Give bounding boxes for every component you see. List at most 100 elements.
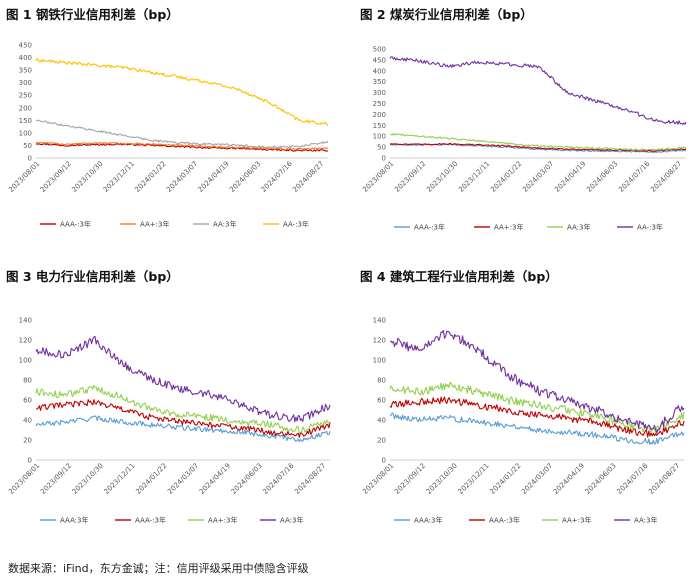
- legend-label: AA-:3年: [283, 220, 309, 229]
- x-tick-label: 2024/03/07: [521, 160, 555, 194]
- y-tick-label: 50: [377, 144, 386, 152]
- y-tick-label: 0: [28, 155, 32, 163]
- legend-label: AA:3年: [634, 516, 657, 525]
- x-tick-label: 2024/06/03: [230, 462, 264, 496]
- x-tick-label: 2023/10/30: [425, 462, 459, 496]
- y-tick-label: 100: [373, 357, 386, 365]
- y-tick-label: 150: [19, 117, 32, 125]
- y-tick-label: 140: [373, 317, 386, 325]
- x-tick-label: 2023/08/01: [361, 462, 395, 496]
- x-tick-label: 2024/06/03: [228, 160, 262, 194]
- series-line: [389, 142, 687, 152]
- y-tick-label: 350: [373, 78, 386, 86]
- y-tick-label: 150: [373, 122, 386, 130]
- x-tick-label: 2024/06/03: [584, 462, 618, 496]
- legend-label: AAA-:3年: [489, 516, 520, 525]
- legend-label: AA+:3年: [208, 516, 237, 525]
- y-tick-label: 200: [19, 104, 32, 112]
- x-tick-label: 2024/03/07: [165, 160, 199, 194]
- x-tick-label: 2023/12/11: [457, 160, 491, 194]
- x-tick-label: 2024/08/27: [293, 462, 327, 496]
- x-tick-label: 2024/04/19: [552, 462, 586, 496]
- legend-label: AAA:3年: [414, 516, 442, 525]
- figure-4-title: 图 4 建筑工程行业信用利差（bp）: [360, 269, 558, 284]
- data-source-note: 数据来源：iFind，东方金诚；注：信用评级采用中债隐含评级: [8, 562, 309, 575]
- x-tick-label: 2024/08/27: [647, 462, 681, 496]
- x-tick-label: 2023/09/12: [393, 462, 427, 496]
- y-tick-label: 100: [19, 357, 32, 365]
- x-tick-label: 2024/03/07: [520, 462, 554, 496]
- figure-1-chart: 0501001502002503003504004502023/08/01202…: [7, 42, 329, 229]
- x-tick-label: 2024/07/16: [617, 159, 652, 194]
- legend-label: AA+:3年: [140, 220, 169, 229]
- y-tick-label: 140: [19, 317, 32, 325]
- y-tick-label: 300: [19, 79, 32, 87]
- figure-2-chart: 0 50 100 150 200 250 300 350 400 450 500 2023/08/01…: [361, 46, 687, 232]
- legend-label: AAA-:3年: [414, 223, 445, 232]
- series-line: [389, 412, 685, 445]
- figure-1: 图 1 钢铁行业信用利差（bp） 0 50 100 150 200 250 300 350 40…: [0, 0, 340, 250]
- x-tick-label: 2024/07/16: [615, 461, 650, 496]
- y-tick-label: 50: [23, 142, 32, 150]
- figure-1-title: 图 1 钢铁行业信用利差（bp）: [6, 7, 179, 22]
- y-tick-label: 250: [19, 92, 32, 100]
- y-tick-label: 100: [19, 129, 32, 137]
- x-tick-label: 2023/08/01: [7, 160, 41, 194]
- y-tick-label: 0: [382, 457, 386, 465]
- figure-2: 图 2 煤炭行业信用利差（bp） 0 50 100 150 200 250 300 350 40…: [354, 0, 694, 250]
- y-tick-label: 60: [377, 397, 386, 405]
- y-tick-label: 200: [373, 111, 386, 119]
- series-line: [35, 399, 331, 438]
- legend-label: AA:3年: [280, 516, 303, 525]
- x-tick-label: 2024/08/27: [291, 160, 325, 194]
- series-line: [35, 142, 329, 152]
- y-tick-label: 40: [377, 417, 386, 425]
- x-tick-label: 2023/12/11: [457, 462, 491, 496]
- series-line: [35, 58, 329, 126]
- y-tick-label: 120: [19, 337, 32, 345]
- x-tick-label: 2024/04/19: [197, 160, 231, 194]
- figure-4-chart: 0204060801001201402023/08/012023/09/1220…: [361, 317, 685, 525]
- legend-label: AA:3年: [567, 223, 590, 232]
- series-line: [389, 381, 685, 434]
- series-line: [389, 329, 685, 434]
- y-tick-label: 450: [373, 56, 386, 64]
- series-line: [35, 335, 331, 423]
- y-tick-label: 450: [19, 42, 32, 50]
- series-line: [389, 396, 685, 438]
- y-tick-label: 0: [382, 155, 386, 163]
- y-tick-label: 60: [23, 397, 32, 405]
- y-tick-label: 80: [23, 377, 32, 385]
- x-tick-label: 2024/06/03: [585, 160, 619, 194]
- legend-label: AAA-:3年: [135, 516, 166, 525]
- x-tick-label: 2023/09/12: [39, 462, 73, 496]
- y-tick-label: 0: [28, 457, 32, 465]
- y-tick-label: 80: [377, 377, 386, 385]
- figure-2-title: 图 2 煤炭行业信用利差（bp）: [360, 7, 533, 22]
- x-tick-label: 2023/08/01: [361, 160, 395, 194]
- figure-4: 图 4 建筑工程行业信用利差（bp） 0 20 40 60 80 100 120 140 202…: [354, 262, 694, 525]
- x-tick-label: 2023/10/30: [425, 160, 459, 194]
- figure-3-title: 图 3 电力行业信用利差（bp）: [6, 269, 179, 284]
- y-tick-label: 20: [23, 437, 32, 445]
- y-tick-label: 120: [373, 337, 386, 345]
- y-tick-label: 100: [373, 133, 386, 141]
- x-tick-label: 2023/09/12: [393, 160, 427, 194]
- x-tick-label: 2024/03/07: [166, 462, 200, 496]
- x-tick-label: 2023/12/11: [103, 462, 137, 496]
- x-tick-label: 2024/04/19: [198, 462, 232, 496]
- x-tick-label: 2024/07/16: [260, 159, 295, 194]
- x-tick-label: 2023/12/11: [102, 160, 136, 194]
- series-line: [35, 384, 331, 434]
- series-line: [389, 56, 687, 126]
- series-line: [35, 141, 329, 151]
- x-tick-label: 2024/08/27: [649, 160, 683, 194]
- x-tick-label: 2024/01/22: [133, 160, 167, 194]
- x-tick-label: 2024/01/22: [134, 462, 168, 496]
- series-line: [35, 415, 331, 443]
- x-tick-label: 2024/01/22: [489, 160, 523, 194]
- y-tick-label: 400: [19, 54, 32, 62]
- x-tick-label: 2024/01/22: [488, 462, 522, 496]
- x-tick-label: 2023/08/01: [7, 462, 41, 496]
- series-line: [389, 143, 687, 153]
